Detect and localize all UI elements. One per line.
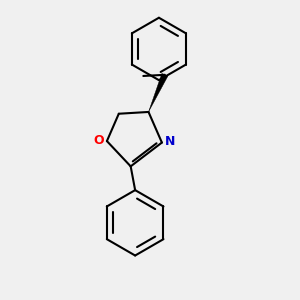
Text: N: N [165, 135, 175, 148]
Text: O: O [93, 134, 104, 147]
Polygon shape [148, 74, 168, 112]
